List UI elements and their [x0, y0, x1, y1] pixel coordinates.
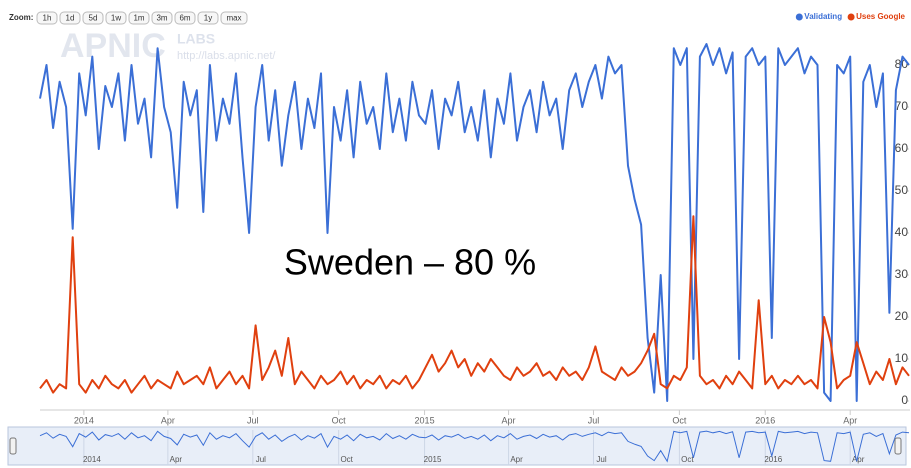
navigator[interactable]	[7, 426, 907, 466]
zoom-label: Zoom:	[9, 13, 33, 22]
zoom-button-label[interactable]: max	[226, 14, 241, 23]
navigator-tick-label: Oct	[340, 455, 353, 464]
x-tick-label: 2014	[74, 415, 94, 425]
zoom-button-label[interactable]: 6m	[179, 14, 190, 23]
x-tick-label: Oct	[332, 415, 347, 425]
zoom-button[interactable]	[59, 11, 81, 25]
y-tick-label: 70	[895, 99, 909, 113]
zoom-button[interactable]	[105, 11, 127, 25]
zoom-button-label[interactable]: 3m	[156, 14, 167, 23]
navigator-tick-label: 2015	[424, 455, 442, 464]
x-tick-label: Apr	[843, 415, 857, 425]
x-tick-label: 2016	[755, 415, 775, 425]
annotation: Sweden – 80 %	[284, 242, 536, 283]
x-tick-label: Apr	[161, 415, 175, 425]
y-tick-label: 30	[895, 267, 909, 281]
zoom-button[interactable]	[128, 11, 150, 25]
zoom-button[interactable]	[151, 11, 173, 25]
navigator-line	[39, 430, 910, 463]
x-tick-label: Jul	[588, 415, 600, 425]
zoom-button[interactable]	[36, 11, 58, 25]
watermark-url: http://labs.apnic.net/	[177, 50, 276, 62]
navigator-handle[interactable]	[894, 437, 902, 455]
zoom-button[interactable]	[82, 11, 104, 25]
legend-marker	[795, 13, 803, 21]
zoom-button[interactable]	[220, 11, 248, 25]
navigator-tick-label: Jul	[596, 455, 606, 464]
navigator-tick-label: Apr	[510, 455, 523, 464]
x-tick-label: Oct	[672, 415, 687, 425]
zoom-button-label[interactable]: 5d	[89, 14, 98, 23]
zoom-button-label[interactable]: 1d	[66, 14, 75, 23]
zoom-button-label[interactable]: 1y	[204, 14, 212, 23]
series-line	[39, 43, 910, 402]
watermark-labs: LABS	[177, 31, 215, 47]
zoom-button-label[interactable]: 1m	[133, 14, 144, 23]
y-tick-label: 0	[901, 393, 908, 407]
x-tick-label: Apr	[502, 415, 516, 425]
y-tick-label: 50	[895, 183, 909, 197]
zoom-button[interactable]	[174, 11, 196, 25]
y-tick-label: 60	[895, 141, 909, 155]
y-tick-label: 20	[895, 309, 909, 323]
y-tick-label: 40	[895, 225, 909, 239]
navigator-tick-label: Apr	[852, 455, 865, 464]
navigator-tick-label: Oct	[681, 455, 694, 464]
navigator-tick-label: Apr	[170, 455, 183, 464]
legend-label[interactable]: Validating	[804, 12, 842, 21]
watermark-logo: APNIC	[60, 27, 166, 65]
watermark: APNIC LABS http://labs.apnic.net/	[60, 27, 276, 65]
series-line	[39, 215, 910, 394]
y-tick-label: 10	[895, 351, 909, 365]
x-tick-label: 2015	[415, 415, 435, 425]
legend-label[interactable]: Uses Google	[856, 12, 905, 21]
navigator-tick-label: 2014	[83, 455, 101, 464]
navigator-tick-label: 2016	[764, 455, 782, 464]
legend-marker	[847, 13, 855, 21]
navigator-handle[interactable]	[9, 437, 17, 455]
zoom-button-label[interactable]: 1h	[43, 14, 52, 23]
x-tick-label: Jul	[247, 415, 259, 425]
zoom-button-label[interactable]: 1w	[111, 14, 121, 23]
zoom-button[interactable]	[197, 11, 219, 25]
navigator-tick-label: Jul	[256, 455, 266, 464]
